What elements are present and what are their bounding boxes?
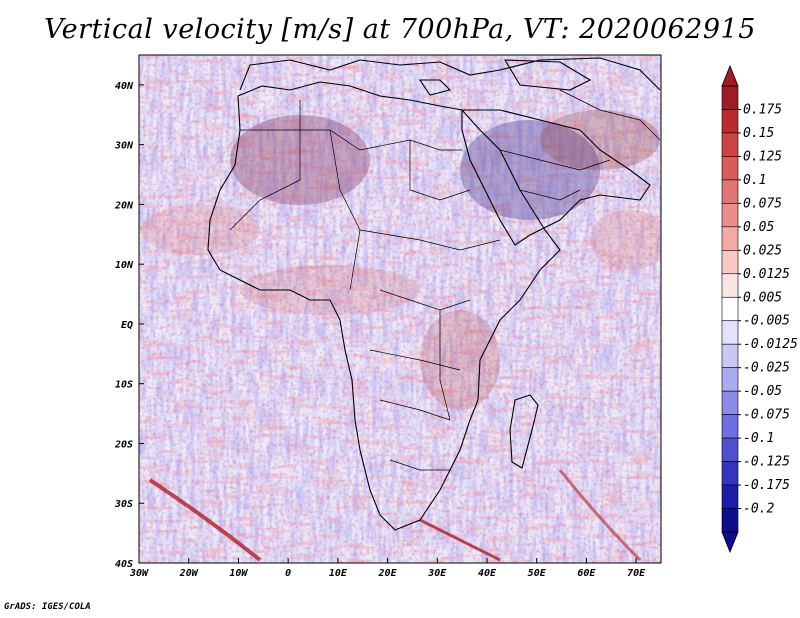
colorbar-level-label: -0.175 bbox=[743, 478, 790, 493]
lon-tick-label: 10E bbox=[329, 568, 348, 579]
colorbar-level-label: 0.005 bbox=[743, 290, 782, 305]
colorbar-swatch bbox=[721, 461, 739, 486]
lat-tick-label: 20S bbox=[114, 439, 133, 450]
colorbar-level-label: 0.075 bbox=[743, 196, 782, 211]
colorbar-swatch bbox=[721, 273, 739, 298]
colorbar-level-label: 0.125 bbox=[743, 149, 782, 164]
colorbar-level-label: 0.025 bbox=[743, 243, 782, 258]
lon-tick-label: 20E bbox=[378, 568, 398, 579]
lon-tick-label: 60E bbox=[577, 568, 596, 579]
colorbar: 0.175 0.15 0.125 0.1 0.075 0.05 0.025 0.0125 0.0… bbox=[721, 64, 798, 554]
colorbar-level-label: 0.1 bbox=[743, 173, 766, 188]
country-borders bbox=[229, 89, 661, 471]
lon-tick-label: 10W bbox=[229, 568, 248, 579]
lon-tick-label: 20W bbox=[179, 568, 199, 579]
colorbar-swatch bbox=[721, 250, 739, 275]
colorbar-swatch bbox=[721, 343, 739, 368]
colorbar-swatch bbox=[721, 203, 739, 228]
colorbar-swatch bbox=[721, 109, 739, 134]
longitude-axis: 30W 20W 10W 0 10E 20E 30E 40E 50E 60E 70E bbox=[129, 558, 646, 579]
lon-tick-label: 50E bbox=[528, 568, 547, 579]
colorbar-swatch bbox=[721, 156, 739, 181]
velocity-field bbox=[139, 55, 661, 563]
colorbar-swatch bbox=[721, 390, 739, 415]
colorbar-swatch bbox=[721, 320, 739, 345]
latitude-axis: 40N 30N 20N 10N EQ 10S 20S 30S 40S bbox=[114, 81, 144, 570]
colorbar-swatch bbox=[721, 85, 739, 110]
colorbar-level-label: -0.0125 bbox=[743, 337, 798, 352]
colorbar-max-arrow bbox=[721, 64, 739, 87]
colorbar-level-label: -0.05 bbox=[743, 384, 782, 399]
colorbar-level-label: -0.125 bbox=[743, 455, 790, 470]
lat-tick-label: 30S bbox=[114, 499, 133, 510]
colorbar-level-label: -0.025 bbox=[743, 361, 790, 376]
lat-tick-label: 40N bbox=[115, 81, 134, 92]
plot-frame bbox=[138, 54, 662, 564]
colorbar-swatch bbox=[721, 414, 739, 439]
colorbar-level-label: 0.15 bbox=[743, 126, 774, 141]
lon-tick-label: 70E bbox=[627, 568, 646, 579]
grads-credit: GrADS: IGES/COLA bbox=[4, 602, 91, 612]
colorbar-swatch bbox=[721, 226, 739, 251]
colorbar-swatch bbox=[721, 484, 739, 509]
lat-tick-label: 10S bbox=[115, 380, 133, 391]
lon-tick-label: 30E bbox=[427, 568, 447, 579]
colorbar-level-label: -0.075 bbox=[743, 408, 790, 423]
chart-title: Vertical velocity [m/s] at 700hPa, VT: 2… bbox=[44, 14, 756, 45]
colorbar-swatch bbox=[721, 132, 739, 157]
colorbar-min-arrow bbox=[721, 531, 739, 554]
colorbar-swatch bbox=[721, 437, 739, 462]
lat-tick-label: 30N bbox=[114, 141, 134, 152]
colorbar-level-label: 0.05 bbox=[743, 220, 774, 235]
colorbar-level-label: 0.175 bbox=[743, 102, 782, 117]
lat-tick-label: 40S bbox=[115, 559, 133, 570]
colorbar-level-label: -0.2 bbox=[743, 502, 774, 517]
colorbar-level-label: 0.0125 bbox=[743, 267, 790, 282]
lon-tick-label: 0 bbox=[285, 568, 291, 579]
colorbar-level-label: -0.005 bbox=[743, 314, 790, 329]
colorbar-level-label: -0.1 bbox=[743, 431, 774, 446]
colorbar-swatch bbox=[721, 508, 739, 533]
lat-tick-label: 20N bbox=[114, 200, 134, 211]
lat-tick-label: EQ bbox=[121, 320, 133, 331]
colorbar-swatch bbox=[721, 367, 739, 392]
lon-tick-label: 30W bbox=[129, 568, 149, 579]
colorbar-swatch bbox=[721, 179, 739, 204]
lon-tick-label: 40E bbox=[478, 568, 497, 579]
colorbar-swatch bbox=[721, 296, 739, 322]
lat-tick-label: 10N bbox=[115, 260, 134, 271]
